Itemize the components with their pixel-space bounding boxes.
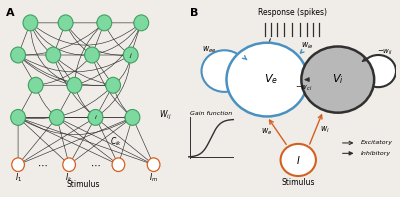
Circle shape [123,47,138,63]
Circle shape [125,110,140,125]
Text: $V_e$: $V_e$ [264,73,278,86]
Circle shape [280,144,316,176]
Text: Stimulus: Stimulus [282,178,315,187]
Text: $I_m$: $I_m$ [149,172,158,184]
Circle shape [85,47,99,63]
Circle shape [67,77,82,93]
Text: $I_1$: $I_1$ [14,172,22,184]
Circle shape [361,55,396,87]
Circle shape [202,50,247,92]
Text: $C_{ik}$: $C_{ik}$ [110,136,122,148]
Circle shape [11,110,26,125]
Text: $w_{ee}$: $w_{ee}$ [202,44,216,55]
Text: $\cdots$: $\cdots$ [38,160,48,170]
Circle shape [88,110,103,125]
Text: A: A [6,8,14,18]
Circle shape [97,15,112,31]
Circle shape [147,158,160,172]
Text: $w_i$: $w_i$ [320,125,330,135]
Circle shape [226,43,308,116]
Text: $\cdots$: $\cdots$ [90,160,101,170]
Circle shape [12,158,24,172]
Circle shape [134,15,149,31]
Circle shape [46,47,61,63]
Circle shape [301,46,374,113]
Circle shape [11,47,26,63]
Text: $-w_{ci}$: $-w_{ci}$ [295,84,312,93]
Text: $-w_{ii}$: $-w_{ii}$ [377,47,393,57]
Text: Gain function: Gain function [190,111,232,116]
Text: $i$: $i$ [94,113,97,121]
Text: Inhibitory: Inhibitory [361,151,391,156]
Text: $j$: $j$ [128,50,133,59]
Text: Stimulus: Stimulus [66,180,100,189]
Circle shape [63,158,76,172]
Circle shape [23,15,38,31]
Circle shape [28,77,43,93]
Text: Response (spikes): Response (spikes) [258,8,326,17]
Circle shape [112,158,125,172]
Text: Excitatory: Excitatory [361,140,393,145]
Text: $w_e$: $w_e$ [261,126,273,137]
Text: $W_{ij}$: $W_{ij}$ [159,109,171,122]
Circle shape [106,77,120,93]
Text: $w_{ie}$: $w_{ie}$ [301,40,314,51]
Circle shape [58,15,73,31]
Text: B: B [190,8,198,18]
Text: $V_i$: $V_i$ [332,73,344,86]
Circle shape [50,110,64,125]
Text: $I$: $I$ [296,154,300,166]
Text: $I_k$: $I_k$ [65,172,73,184]
